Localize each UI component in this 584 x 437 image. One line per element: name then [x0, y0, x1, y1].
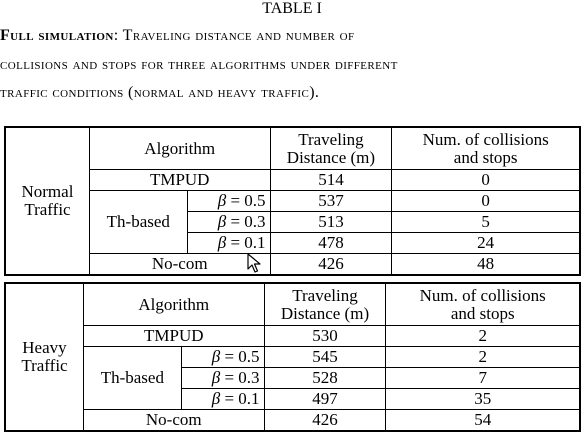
collisions-value: 0: [391, 169, 580, 191]
mouse-pointer-icon: [247, 253, 261, 273]
condition-cell: Heavy Traffic: [5, 283, 84, 431]
collisions-value: 24: [391, 232, 580, 254]
algorithm-name: No-com: [82, 409, 265, 431]
caption-rest: : Traveling distance and number of: [113, 27, 355, 44]
table-row: No-com 426 54: [6, 409, 580, 431]
condition-line-2: Traffic: [21, 356, 68, 375]
table-row: TMPUD 514 0: [6, 169, 580, 191]
table-label: TABLE I: [262, 0, 322, 17]
th-based-group: Th-based: [88, 190, 188, 254]
distance-value: 478: [269, 232, 393, 254]
collisions-value: 54: [385, 409, 580, 431]
beta-symbol: β: [217, 233, 227, 252]
beta-symbol: β: [217, 191, 227, 210]
beta-symbol: β: [217, 212, 227, 231]
distance-header-line-1: Traveling: [292, 285, 358, 305]
condition-line-1: Heavy: [22, 338, 67, 357]
beta-symbol: β: [211, 389, 221, 408]
distance-value: 530: [263, 325, 387, 347]
normal-traffic-table: Normal Traffic Algorithm Traveling Dista…: [4, 126, 581, 276]
table-row: β = 0.3 513 5: [6, 211, 580, 233]
collisions-value: 2: [385, 346, 580, 368]
collisions-value: 5: [391, 211, 580, 233]
caption-lead: Full simulation: [0, 27, 114, 44]
collisions-value: 48: [391, 253, 580, 275]
beta-param: β = 0.3: [180, 367, 265, 389]
beta-param: β = 0.1: [186, 232, 271, 254]
distance-value: 514: [269, 169, 393, 191]
algorithm-header: Algorithm: [88, 127, 271, 170]
caption-line-2: collisions and stops for three algorithm…: [0, 56, 398, 73]
beta-symbol: β: [211, 368, 221, 387]
distance-value: 545: [263, 346, 387, 368]
beta-value: = 0.3: [226, 212, 266, 231]
collisions-value: 35: [385, 388, 580, 410]
distance-value: 537: [269, 190, 393, 212]
collisions-header-line-2: and stops: [453, 147, 518, 167]
distance-value: 513: [269, 211, 393, 233]
beta-value: = 0.5: [226, 191, 266, 210]
collisions-value: 2: [385, 325, 580, 347]
collisions-header: Num. of collisions and stops: [391, 127, 580, 170]
distance-value: 528: [263, 367, 387, 389]
table-row: No-com 426 48: [6, 253, 580, 275]
algorithm-name: TMPUD: [88, 169, 271, 191]
distance-header: Traveling Distance (m): [263, 283, 387, 326]
distance-header-line-2: Distance (m): [286, 147, 376, 167]
table-row: Th-based β = 0.5 537 0: [6, 190, 580, 254]
collisions-header-line-2: and stops: [450, 303, 515, 323]
header-row: Heavy Traffic Algorithm Traveling Distan…: [5, 283, 580, 431]
beta-value: = 0.3: [220, 368, 260, 387]
collisions-value: 0: [391, 190, 580, 212]
heavy-traffic-table: Heavy Traffic Algorithm Traveling Distan…: [4, 282, 581, 432]
beta-value: = 0.1: [220, 389, 260, 408]
beta-param: β = 0.5: [186, 190, 271, 212]
th-based-group: Th-based: [82, 346, 182, 410]
header-row: Normal Traffic Algorithm Traveling Dista…: [5, 127, 580, 275]
collisions-header-line-1: Num. of collisions: [422, 129, 549, 149]
algorithm-name: TMPUD: [82, 325, 265, 347]
collisions-header-line-1: Num. of collisions: [419, 285, 546, 305]
distance-header-line-1: Traveling: [298, 129, 364, 149]
algorithm-header: Algorithm: [82, 283, 265, 326]
distance-header: Traveling Distance (m): [269, 127, 393, 170]
table-row: Th-based β = 0.5 545 2: [6, 346, 580, 410]
beta-value: = 0.5: [220, 347, 260, 366]
beta-param: β = 0.5: [180, 346, 265, 368]
table-row: β = 0.1 497 35: [6, 388, 580, 410]
caption-line-1: Full simulation: Traveling distance and …: [0, 26, 584, 46]
algorithm-name: No-com: [88, 253, 271, 275]
collisions-value: 7: [385, 367, 580, 389]
distance-value: 497: [263, 388, 387, 410]
distance-header-line-2: Distance (m): [280, 303, 370, 323]
table-row: TMPUD 530 2: [6, 325, 580, 347]
beta-symbol: β: [211, 347, 221, 366]
caption-line-3: traffic conditions (normal and heavy tra…: [0, 84, 320, 101]
condition-line-2: Traffic: [24, 200, 71, 219]
collisions-header: Num. of collisions and stops: [385, 283, 580, 326]
beta-param: β = 0.3: [186, 211, 271, 233]
beta-param: β = 0.1: [180, 388, 265, 410]
condition-line-1: Normal: [21, 182, 74, 201]
condition-cell: Normal Traffic: [5, 127, 90, 275]
beta-value: = 0.1: [226, 233, 266, 252]
distance-value: 426: [263, 409, 387, 431]
distance-value: 426: [269, 253, 393, 275]
